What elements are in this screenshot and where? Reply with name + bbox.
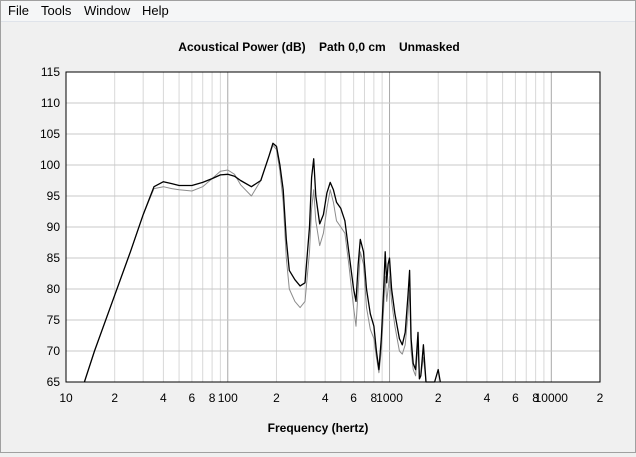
y-tick-label: 85	[47, 251, 61, 265]
y-tick-label: 105	[40, 127, 60, 141]
x-tick-label: 1000	[376, 391, 403, 405]
x-tick-label: 8	[371, 391, 378, 405]
x-tick-label: 8	[532, 391, 539, 405]
x-tick-label: 4	[484, 391, 491, 405]
x-tick-label: 2	[597, 391, 604, 405]
series-layer	[83, 142, 441, 383]
x-axis-label: Frequency (hertz)	[268, 421, 369, 435]
chart-title: Acoustical Power (dB) Path 0,0 cm Unmask…	[178, 40, 459, 54]
menu-help[interactable]: Help	[142, 3, 169, 18]
x-tick-label: 4	[322, 391, 329, 405]
x-tick-label: 2	[273, 391, 280, 405]
x-tick-label: 6	[512, 391, 519, 405]
y-tick-label: 80	[47, 282, 61, 296]
y-tick-label: 75	[47, 313, 61, 327]
menu-file[interactable]: File	[8, 3, 29, 18]
series-line-secondary	[83, 144, 439, 383]
menu-bar: File Tools Window Help	[1, 1, 635, 22]
x-tick-label: 6	[350, 391, 357, 405]
y-tick-label: 115	[41, 65, 60, 79]
x-tick-label: 6	[189, 391, 196, 405]
y-tick-label: 110	[41, 96, 60, 110]
x-tick-label: 4	[160, 391, 167, 405]
y-tick-label: 65	[47, 375, 61, 389]
x-tick-label: 2	[435, 391, 442, 405]
y-tick-label: 95	[47, 189, 61, 203]
x-tick-label: 10	[59, 391, 73, 405]
series-line-primary	[83, 142, 441, 383]
x-tick-label: 8	[209, 391, 216, 405]
menu-tools[interactable]: Tools	[41, 3, 72, 18]
x-tick-label: 10000	[535, 391, 569, 405]
x-tick-label: 100	[218, 391, 238, 405]
acoustical-power-chart: Acoustical Power (dB) Path 0,0 cm Unmask…	[40, 40, 604, 435]
grid-lines	[66, 72, 600, 382]
plot-area: Acoustical Power (dB) Path 0,0 cm Unmask…	[1, 22, 635, 452]
y-tick-label: 100	[40, 158, 60, 172]
plot-frame	[65, 71, 601, 383]
y-tick-label: 70	[47, 344, 61, 358]
menu-window[interactable]: Window	[84, 3, 131, 18]
y-tick-labels: 65 70 75 80 85 90 95 100 105 110 115	[40, 65, 60, 389]
x-tick-label: 2	[111, 391, 118, 405]
y-tick-label: 90	[47, 220, 61, 234]
